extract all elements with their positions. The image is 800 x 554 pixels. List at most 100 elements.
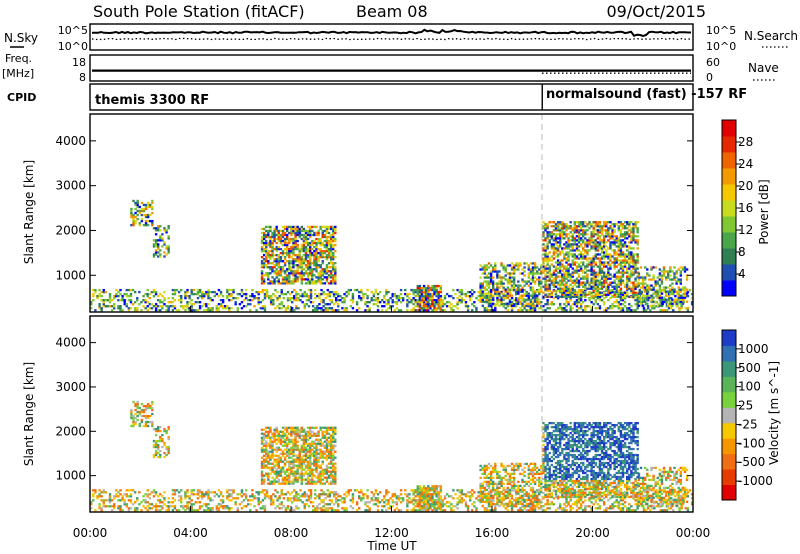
power-cell — [586, 263, 589, 266]
power-cell — [334, 272, 337, 275]
power-cell — [654, 284, 657, 287]
velocity-cell — [171, 493, 175, 496]
power-cell — [294, 253, 297, 257]
power-cell — [533, 299, 537, 302]
power-cell — [605, 223, 608, 226]
power-cell — [412, 288, 415, 292]
power-cell — [656, 294, 659, 297]
power-cell — [565, 245, 568, 248]
power-cell — [292, 264, 295, 267]
velocity-cell — [146, 501, 149, 504]
power-cell — [322, 290, 325, 294]
power-cell — [519, 300, 522, 303]
power-cell — [630, 255, 633, 258]
power-cell — [355, 288, 359, 292]
power-cell — [209, 290, 212, 294]
power-cell — [681, 288, 685, 291]
power-cell — [433, 292, 436, 296]
power-cell — [575, 221, 579, 224]
velocity-cell — [406, 499, 409, 502]
power-cell — [450, 309, 453, 312]
power-cell — [584, 221, 587, 224]
power-cell — [600, 249, 604, 252]
power-cell — [317, 237, 320, 241]
power-cell — [575, 281, 579, 284]
power-cell — [584, 287, 587, 290]
power-cell — [554, 237, 558, 240]
velocity-cell — [324, 497, 327, 500]
velocity-cell — [527, 505, 530, 508]
power-cell — [489, 302, 493, 305]
power-cell — [623, 243, 627, 246]
velocity-cell — [387, 491, 390, 494]
velocity-cell — [232, 489, 235, 492]
power-cell — [468, 296, 472, 300]
nave-tick-top: 60 — [706, 56, 720, 69]
power-cell — [508, 264, 512, 267]
power-cell — [286, 299, 290, 302]
power-cell — [512, 268, 516, 271]
power-cell — [332, 264, 335, 267]
power-cell — [152, 227, 156, 230]
power-cell — [630, 259, 633, 262]
velocity-cell — [295, 505, 298, 508]
power-cell — [306, 237, 310, 241]
power-cell — [626, 227, 629, 230]
power-cell — [500, 292, 503, 295]
power-cell — [144, 301, 147, 304]
power-cell — [550, 279, 554, 282]
power-cell — [617, 221, 621, 224]
power-cell — [280, 301, 283, 304]
velocity-cell — [98, 489, 101, 492]
power-cell — [496, 296, 499, 300]
velocity-cell — [234, 501, 237, 504]
power-cell — [481, 292, 484, 295]
power-cell — [198, 307, 202, 310]
power-cell — [387, 301, 390, 304]
power-cell — [260, 235, 264, 239]
power-cell — [577, 245, 581, 248]
power-cell — [265, 241, 268, 245]
power-cell — [494, 304, 497, 307]
velocity-cell — [389, 505, 392, 508]
power-cell — [273, 272, 276, 275]
power-cell — [406, 309, 409, 312]
velocity-cell — [399, 509, 403, 512]
power-cell — [285, 247, 289, 251]
power-cell — [215, 309, 219, 312]
power-cell — [592, 255, 595, 258]
power-cell — [636, 291, 639, 294]
power-cell — [492, 288, 495, 291]
power-cell — [590, 225, 593, 228]
power-cell — [594, 283, 597, 286]
power-cell — [617, 229, 621, 232]
velocity-cell — [529, 489, 533, 492]
velocity-cell — [154, 493, 158, 496]
power-cell — [655, 294, 658, 298]
power-cell — [319, 251, 322, 255]
power-cell — [306, 280, 310, 283]
power-cell — [226, 305, 229, 308]
power-cell — [157, 294, 160, 298]
power-cell — [460, 288, 463, 292]
power-cell — [329, 282, 333, 285]
power-cell — [571, 245, 574, 248]
velocity-cell — [383, 501, 386, 504]
power-cell — [636, 301, 639, 304]
velocity-cell — [512, 499, 516, 502]
power-cell — [594, 253, 597, 256]
power-cell — [435, 290, 438, 294]
power-cell — [535, 272, 539, 275]
power-cell — [582, 269, 585, 272]
power-cell — [364, 301, 367, 304]
power-cell — [154, 307, 158, 310]
power-cell — [299, 294, 302, 298]
velocity-cell — [314, 507, 317, 510]
power-cell — [552, 243, 556, 246]
power-cell — [169, 301, 172, 304]
power-cell — [425, 290, 428, 294]
power-cell — [269, 280, 272, 283]
velocity-cell — [180, 499, 183, 502]
velocity-cell — [224, 507, 227, 510]
power-cell — [285, 270, 289, 273]
